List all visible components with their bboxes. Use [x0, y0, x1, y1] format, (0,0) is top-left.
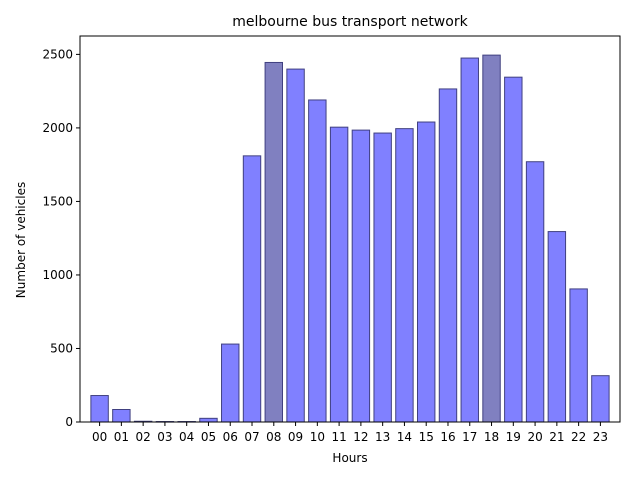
bar-14 — [395, 128, 414, 423]
bar-11 — [329, 126, 349, 423]
x-tick-label: 16 — [440, 430, 455, 444]
x-tick-label: 19 — [506, 430, 521, 444]
bar-17 — [460, 57, 479, 423]
x-tick-label: 13 — [375, 430, 390, 444]
y-tick-label: 500 — [50, 341, 73, 355]
plot-frame — [79, 35, 621, 423]
bar-09 — [286, 68, 305, 423]
x-tick-label: 00 — [92, 430, 107, 444]
x-tick-label: 23 — [593, 430, 608, 444]
x-tick-label: 03 — [157, 430, 172, 444]
bar-16 — [438, 88, 458, 423]
bar-18 — [482, 54, 501, 423]
bar-05 — [199, 417, 218, 423]
bar-01 — [112, 409, 131, 423]
x-tick-label: 04 — [179, 430, 194, 444]
x-tick-label: 18 — [484, 430, 499, 444]
x-tick-label: 01 — [114, 430, 129, 444]
x-tick-label: 22 — [571, 430, 586, 444]
x-tick-label: 21 — [549, 430, 564, 444]
bar-08 — [264, 61, 284, 423]
x-tick-label: 17 — [462, 430, 477, 444]
bar-20 — [525, 161, 545, 423]
y-tick-label: 1500 — [42, 194, 73, 208]
chart-title: melbourne bus transport network — [232, 14, 468, 30]
x-tick-label: 10 — [310, 430, 325, 444]
y-tick-label: 1000 — [42, 268, 73, 282]
y-tick-label: 2500 — [42, 47, 73, 61]
bar-15 — [417, 121, 436, 423]
bars-group — [90, 54, 610, 423]
y-axis: 0 500 1000 1500 2000 2500 — [42, 47, 80, 429]
x-tick-label: 12 — [353, 430, 368, 444]
x-tick-label: 20 — [527, 430, 542, 444]
bar-21 — [547, 231, 567, 423]
x-axis: 00 01 02 03 04 05 06 07 08 09 10 11 12 13 14 15 16 17 18 19… — [92, 422, 608, 444]
bar-07 — [242, 155, 262, 423]
x-tick-label: 05 — [201, 430, 216, 444]
bar-23 — [591, 375, 610, 423]
bar-00 — [90, 395, 109, 423]
y-tick-label: 2000 — [42, 121, 73, 135]
bar-13 — [373, 132, 392, 423]
x-axis-label: Hours — [332, 451, 367, 465]
bar-22 — [569, 288, 588, 423]
bar-19 — [504, 76, 523, 423]
x-tick-label: 15 — [419, 430, 434, 444]
bar-12 — [351, 129, 371, 423]
y-axis-label: Number of vehicles — [14, 182, 28, 298]
y-tick-label: 0 — [65, 415, 73, 429]
x-tick-label: 06 — [223, 430, 238, 444]
x-tick-label: 08 — [266, 430, 281, 444]
bar-06 — [221, 343, 240, 423]
x-tick-label: 09 — [288, 430, 303, 444]
x-tick-label: 14 — [397, 430, 412, 444]
x-tick-label: 02 — [136, 430, 151, 444]
bar-10 — [308, 99, 327, 423]
x-tick-label: 07 — [244, 430, 259, 444]
x-tick-label: 11 — [331, 430, 346, 444]
